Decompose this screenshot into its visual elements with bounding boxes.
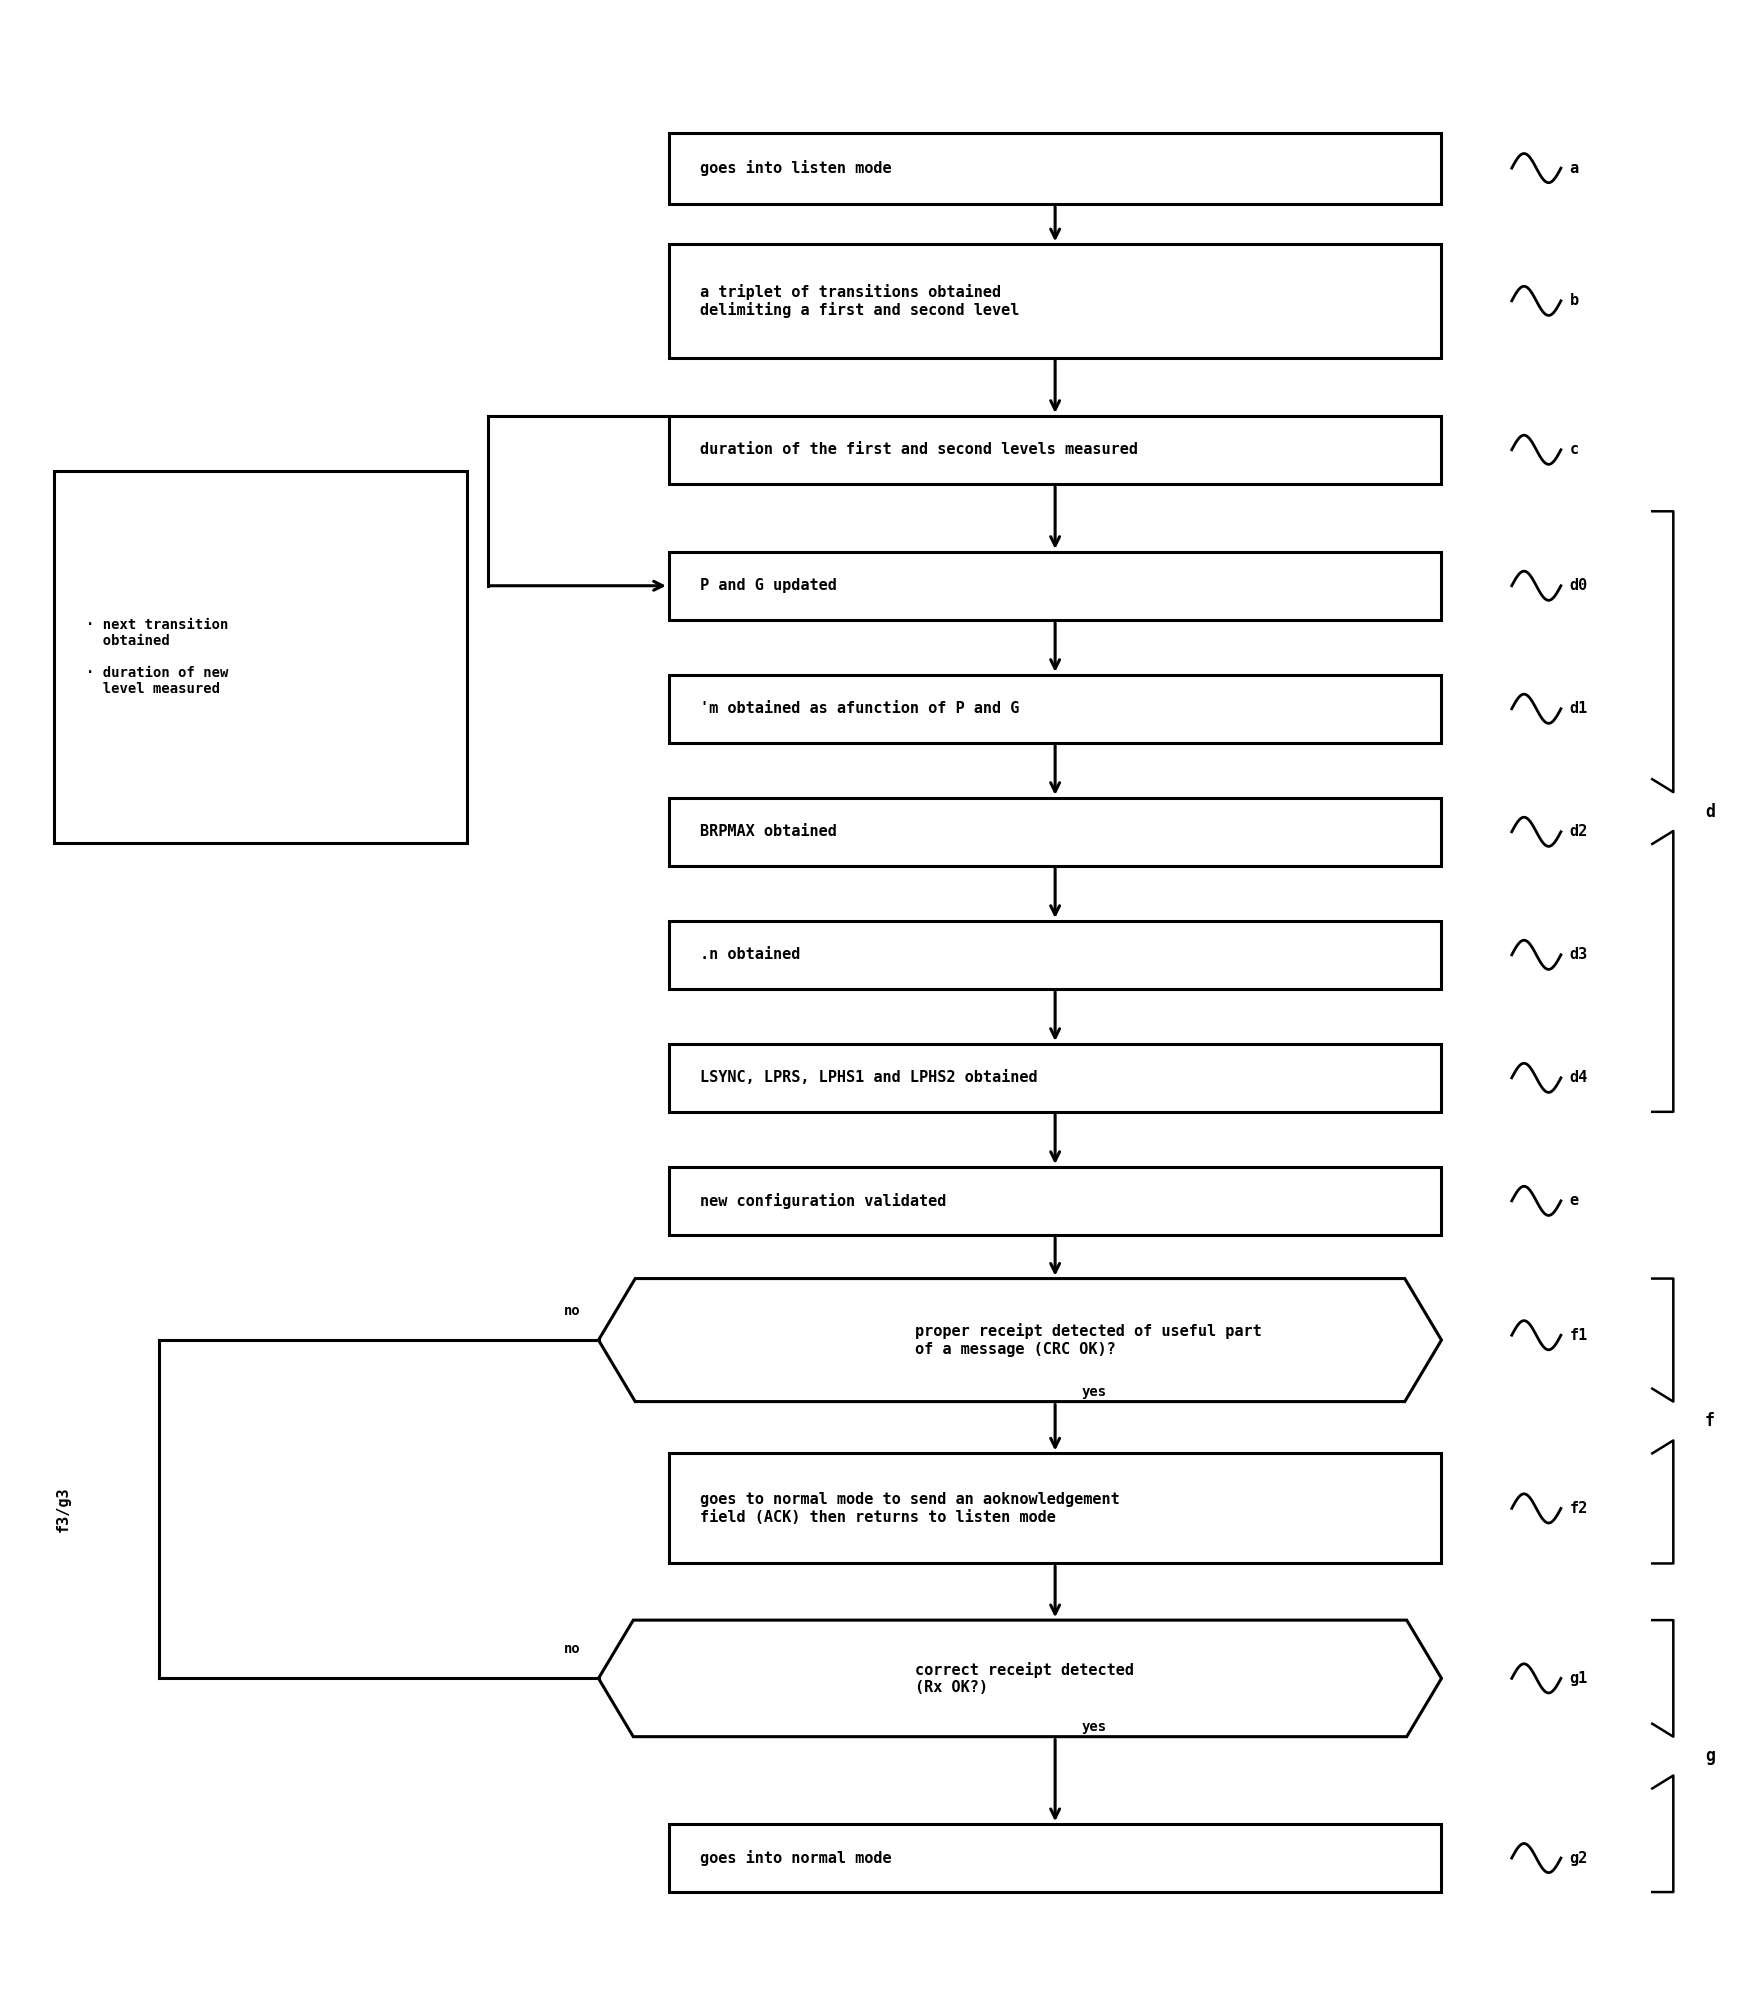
Text: goes into normal mode: goes into normal mode (700, 1849, 892, 1865)
Text: yes: yes (1082, 1385, 1106, 1399)
Text: g2: g2 (1569, 1851, 1588, 1865)
Text: BRPMAX obtained: BRPMAX obtained (700, 824, 837, 840)
Text: proper receipt detected of useful part
of a message (CRC OK)?: proper receipt detected of useful part o… (915, 1323, 1261, 1357)
Text: goes into listen mode: goes into listen mode (700, 161, 892, 177)
Text: no: no (565, 1304, 580, 1319)
Text: goes to normal mode to send an aoknowledgement
field (ACK) then returns to liste: goes to normal mode to send an aoknowled… (700, 1491, 1119, 1526)
Text: d0: d0 (1569, 579, 1588, 593)
Text: .n obtained: .n obtained (700, 947, 800, 963)
Text: no: no (565, 1642, 580, 1656)
Text: new configuration validated: new configuration validated (700, 1192, 946, 1208)
FancyBboxPatch shape (668, 1453, 1441, 1564)
Text: · next transition
  obtained

· duration of new
  level measured: · next transition obtained · duration of… (86, 617, 229, 695)
Text: a: a (1569, 161, 1580, 175)
Text: yes: yes (1082, 1721, 1106, 1735)
Text: f: f (1704, 1411, 1715, 1429)
Text: d4: d4 (1569, 1071, 1588, 1085)
FancyBboxPatch shape (668, 1825, 1441, 1891)
Text: d2: d2 (1569, 824, 1588, 840)
Text: d3: d3 (1569, 947, 1588, 963)
Text: d1: d1 (1569, 701, 1588, 716)
FancyBboxPatch shape (668, 133, 1441, 203)
Text: a triplet of transitions obtained
delimiting a first and second level: a triplet of transitions obtained delimi… (700, 283, 1018, 318)
Text: d: d (1704, 802, 1715, 820)
Text: f1: f1 (1569, 1329, 1588, 1343)
FancyBboxPatch shape (668, 798, 1441, 866)
Text: LSYNC, LPRS, LPHS1 and LPHS2 obtained: LSYNC, LPRS, LPHS1 and LPHS2 obtained (700, 1071, 1038, 1085)
Text: f3/g3: f3/g3 (55, 1487, 70, 1532)
Text: g1: g1 (1569, 1670, 1588, 1686)
FancyBboxPatch shape (668, 553, 1441, 619)
Text: duration of the first and second levels measured: duration of the first and second levels … (700, 442, 1138, 458)
Text: c: c (1569, 442, 1580, 458)
FancyBboxPatch shape (668, 1168, 1441, 1234)
FancyBboxPatch shape (668, 416, 1441, 484)
FancyBboxPatch shape (668, 921, 1441, 989)
Text: f2: f2 (1569, 1501, 1588, 1516)
Polygon shape (598, 1620, 1441, 1737)
FancyBboxPatch shape (668, 243, 1441, 358)
Text: correct receipt detected
(Rx OK?): correct receipt detected (Rx OK?) (915, 1662, 1133, 1694)
Text: b: b (1569, 293, 1580, 308)
Text: e: e (1569, 1194, 1580, 1208)
FancyBboxPatch shape (668, 675, 1441, 744)
Text: 'm obtained as afunction of P and G: 'm obtained as afunction of P and G (700, 701, 1018, 716)
Text: P and G updated: P and G updated (700, 579, 837, 593)
Text: g: g (1704, 1747, 1715, 1765)
FancyBboxPatch shape (55, 470, 466, 842)
Polygon shape (598, 1278, 1441, 1401)
FancyBboxPatch shape (668, 1043, 1441, 1112)
